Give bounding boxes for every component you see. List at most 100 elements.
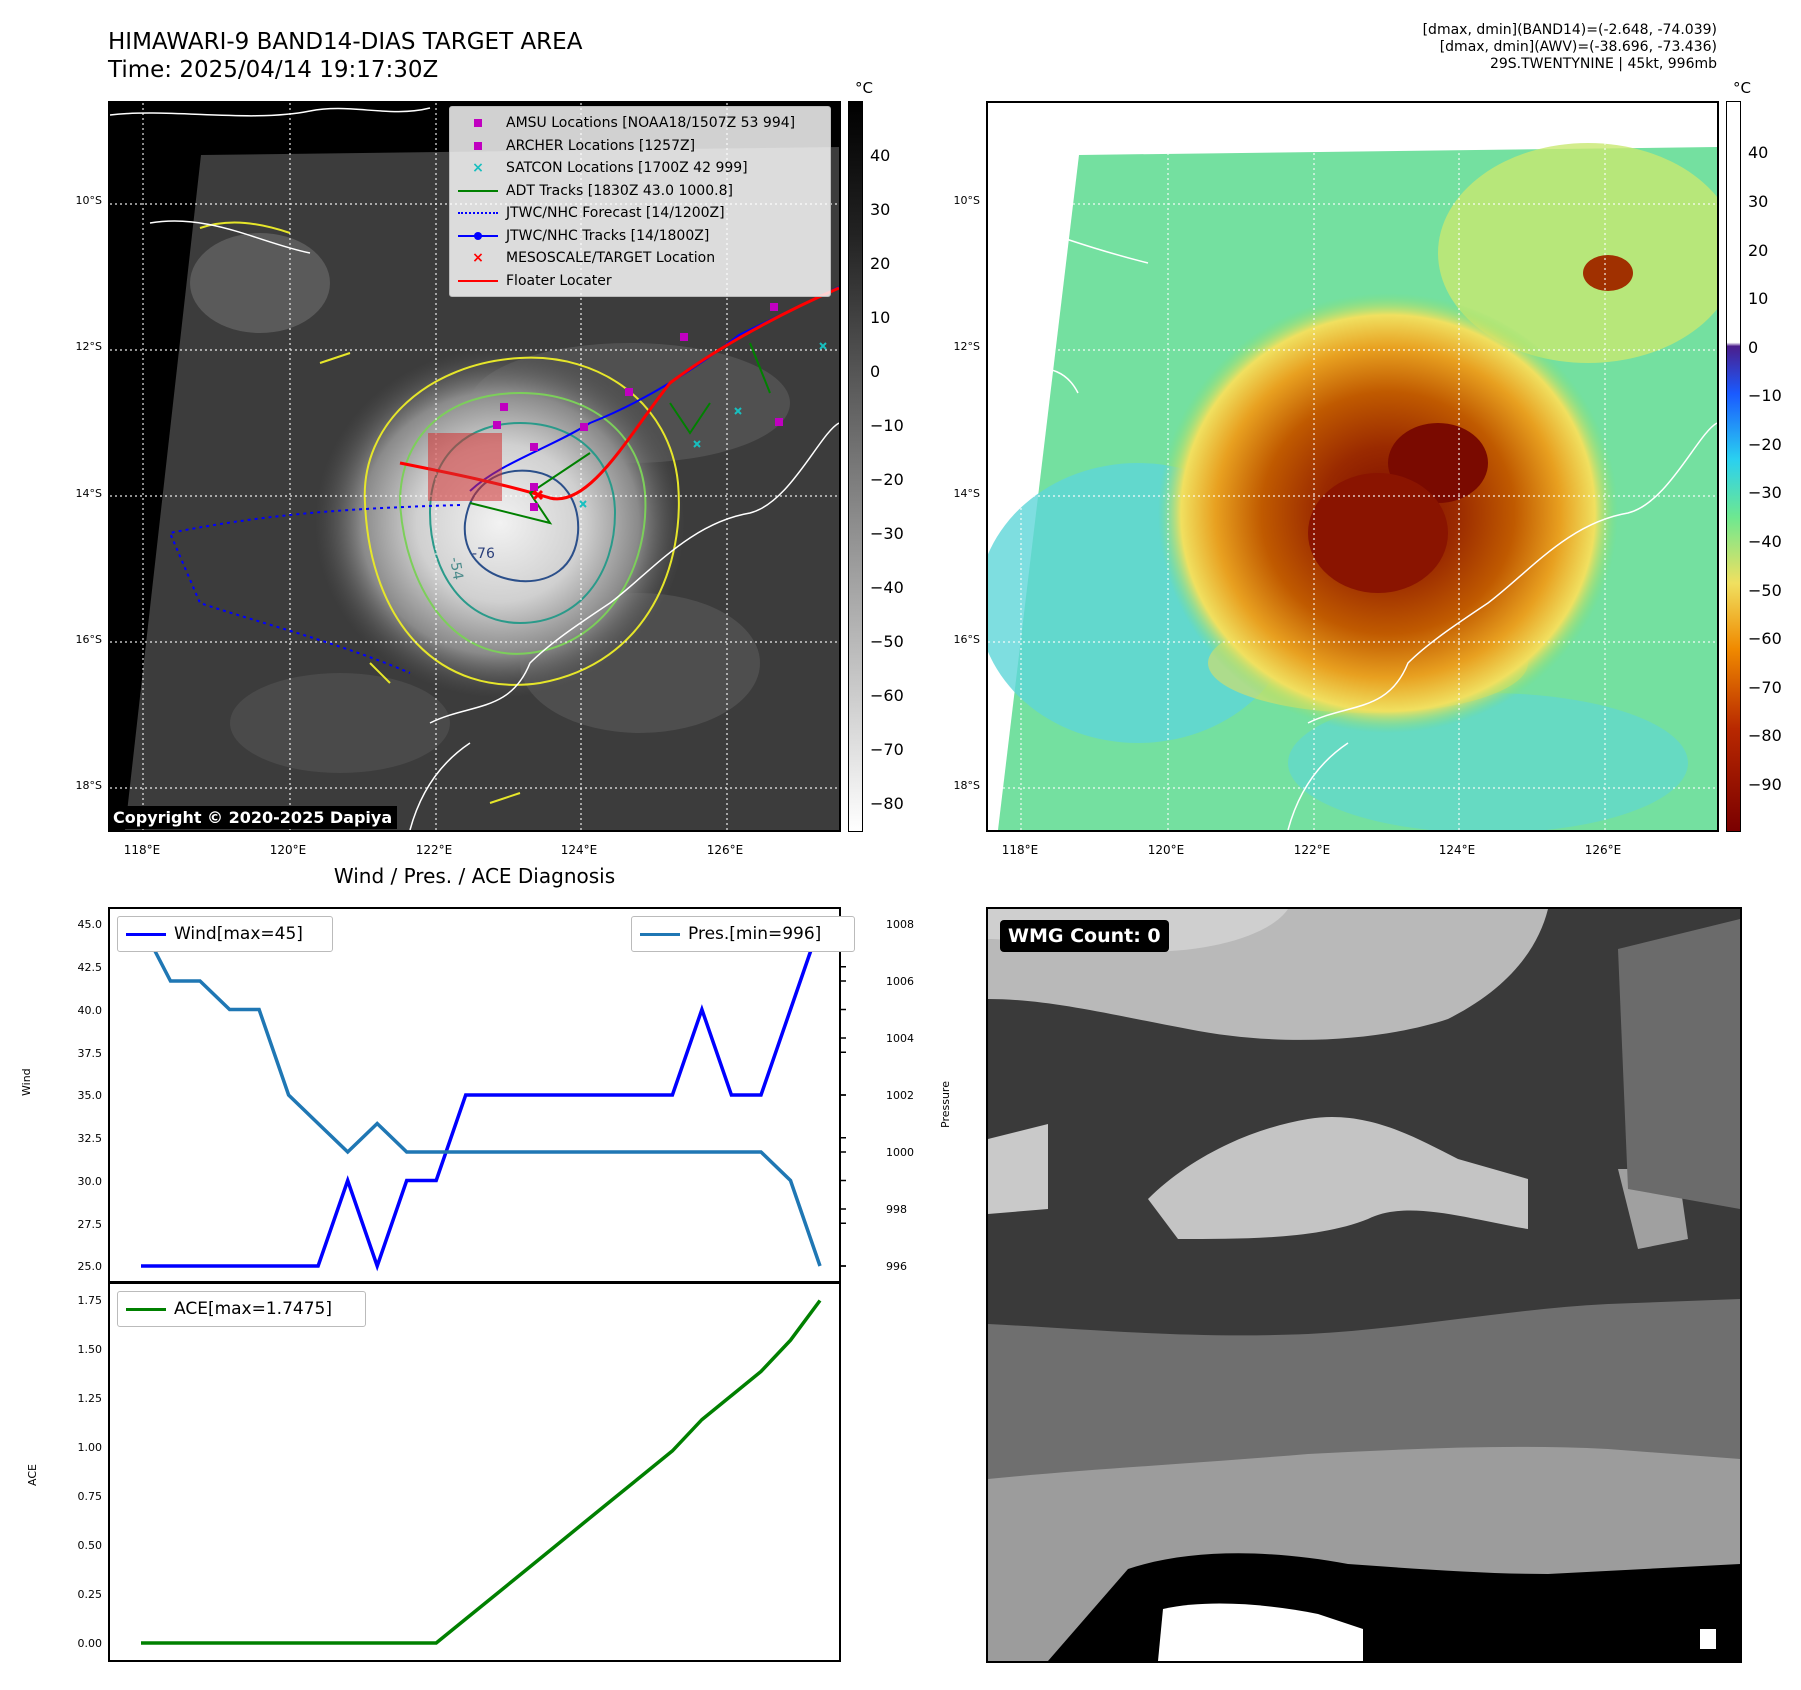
map2-lon-122e: 122°E: [1293, 843, 1331, 857]
colorbar2-tick: 40: [1748, 143, 1769, 162]
map1-lon-122e: 122°E: [415, 843, 453, 857]
legend-amsu: AMSU Locations [NOAA18/1507Z 53 994]: [458, 112, 822, 135]
ace-chart: [108, 1282, 843, 1663]
awv-map-panel: [986, 101, 1719, 832]
wind-tick: 32.5: [77, 1132, 103, 1145]
wind-legend: Wind[max=45]: [117, 916, 333, 952]
legend-archer: ARCHER Locations [1257Z]: [458, 135, 822, 158]
pressure-legend: Pres.[min=996]: [631, 916, 855, 952]
ace-legend: ACE[max=1.7475]: [117, 1291, 366, 1327]
legend-satcon: × SATCON Locations [1700Z 42 999]: [458, 157, 822, 180]
pressure-axis-label: Pressure: [939, 1081, 952, 1128]
wind-tick: 25.0: [77, 1260, 103, 1273]
colorbar1-tick: −60: [870, 686, 904, 705]
map2-lon-120e: 120°E: [1147, 843, 1185, 857]
legend-floater: Floater Locater: [458, 270, 822, 293]
map2-lat-12s: 12°S: [953, 340, 980, 353]
x-marker-icon: ×: [472, 160, 484, 177]
colorbar2-tick: −10: [1748, 386, 1782, 405]
legend-jtwc-tracks: JTWC/NHC Tracks [14/1800Z]: [458, 225, 822, 248]
colorbar2-tick: −30: [1748, 483, 1782, 502]
line-icon: [458, 274, 498, 288]
map1-lat-12s: 12°S: [75, 340, 102, 353]
map2-lon-118e: 118°E: [1001, 843, 1039, 857]
wind-tick: 45.0: [77, 918, 103, 931]
colorbar2-tick: −70: [1748, 678, 1782, 697]
legend-label: ARCHER Locations [1257Z]: [506, 137, 696, 154]
colorbar1-ticks: 40 30 20 10 0 −10 −20 −30 −40 −50 −60 −7…: [870, 101, 920, 832]
wind-ticks: 45.0 42.5 40.0 37.5 35.0 32.5 30.0 27.5 …: [40, 907, 103, 1283]
colorbar1-tick: −40: [870, 578, 904, 597]
ace-series-line: [141, 1299, 822, 1645]
wind-tick: 35.0: [77, 1089, 103, 1102]
figure-title: HIMAWARI-9 BAND14-DIAS TARGET AREA Time:…: [108, 28, 582, 84]
ace-tick: 1.75: [77, 1294, 103, 1307]
pressure-legend-label: Pres.[min=996]: [688, 924, 822, 944]
map2-lat-10s: 10°S: [953, 194, 980, 207]
legend-label: ADT Tracks [1830Z 43.0 1000.8]: [506, 182, 733, 199]
colorbar2-tick: 20: [1748, 241, 1769, 260]
wind-legend-label: Wind[max=45]: [174, 924, 303, 944]
wind-tick: 27.5: [77, 1218, 103, 1231]
contour-label-54: -54: [446, 556, 466, 581]
wind-series-line: [141, 923, 822, 1272]
legend-label: MESOSCALE/TARGET Location: [506, 250, 716, 266]
legend-adt: ADT Tracks [1830Z 43.0 1000.8]: [458, 180, 822, 203]
square-marker-icon: [458, 116, 498, 130]
wind-pressure-chart: [108, 907, 864, 1283]
map1-lat-16s: 16°S: [75, 633, 102, 646]
colorbar1-tick: −30: [870, 524, 904, 543]
colorbar2: [1726, 101, 1741, 832]
map1-lon-118e: 118°E: [123, 843, 161, 857]
map2-lat-18s: 18°S: [953, 779, 980, 792]
wmg-count-badge: WMG Count: 0: [1000, 920, 1169, 952]
colorbar2-tick: −90: [1748, 775, 1782, 794]
band14-map: -54 -76: [110, 103, 839, 830]
colorbar2-unit: °C: [1733, 79, 1751, 97]
colorbar1-tick: 40: [870, 146, 891, 165]
dotted-line-icon: [458, 206, 498, 220]
ace-axis-label: ACE: [26, 1464, 39, 1486]
legend-label: JTWC/NHC Forecast [14/1200Z]: [506, 205, 725, 221]
wind-pressure-svg: [108, 907, 846, 1283]
info-line-2: [dmax, dmin](AWV)=(-38.696, -73.436): [1439, 39, 1717, 55]
map1-lat-14s: 14°S: [75, 487, 102, 500]
colorbar1-tick: 20: [870, 254, 891, 273]
info-block: [dmax, dmin](BAND14)=(-2.648, -74.039) […: [1423, 22, 1717, 73]
line-icon: [640, 927, 680, 941]
colorbar2-tick: −20: [1748, 435, 1782, 454]
copyright-badge: Copyright © 2020-2025 Dapiya: [108, 806, 398, 829]
ace-svg: [108, 1282, 841, 1662]
pressure-tick: 998: [886, 1203, 907, 1216]
pressure-ticks: 1008 1006 1004 1002 1000 998 996: [886, 907, 936, 1283]
map1-lon-126e: 126°E: [706, 843, 744, 857]
colorbar1-tick: 30: [870, 200, 891, 219]
pressure-tick: 1008: [886, 918, 914, 931]
title-line-2: Time: 2025/04/14 19:17:30Z: [108, 57, 439, 83]
colorbar2-tick: −60: [1748, 629, 1782, 648]
square-marker-icon: [458, 139, 498, 153]
ace-tick: 0.25: [77, 1588, 103, 1601]
ace-tick: 0.00: [77, 1637, 103, 1650]
legend-target: × MESOSCALE/TARGET Location: [458, 247, 822, 270]
colorbar2-tick: −80: [1748, 726, 1782, 745]
colorbar1-unit: °C: [855, 79, 873, 97]
ace-tick: 1.25: [77, 1392, 103, 1405]
colorbar1-tick: −20: [870, 470, 904, 489]
info-line-1: [dmax, dmin](BAND14)=(-2.648, -74.039): [1422, 22, 1717, 38]
colorbar2-tick: 30: [1748, 192, 1769, 211]
line-icon: [126, 927, 166, 941]
wind-tick: 37.5: [77, 1047, 103, 1060]
colorbar1-tick: 0: [870, 362, 881, 381]
ace-tick: 0.50: [77, 1539, 103, 1552]
diagnosis-title: Wind / Pres. / ACE Diagnosis: [333, 864, 616, 888]
colorbar1-tick: −50: [870, 632, 904, 651]
map2-lat-14s: 14°S: [953, 487, 980, 500]
colorbar1-tick: −70: [870, 740, 904, 759]
map-legend: AMSU Locations [NOAA18/1507Z 53 994] ARC…: [449, 106, 831, 297]
wind-tick: 42.5: [77, 961, 103, 974]
colorbar1: [848, 101, 863, 832]
contour-label-76: -76: [472, 546, 495, 562]
x-marker-icon: ×: [472, 250, 484, 267]
colorbar2-tick: 0: [1748, 338, 1759, 357]
